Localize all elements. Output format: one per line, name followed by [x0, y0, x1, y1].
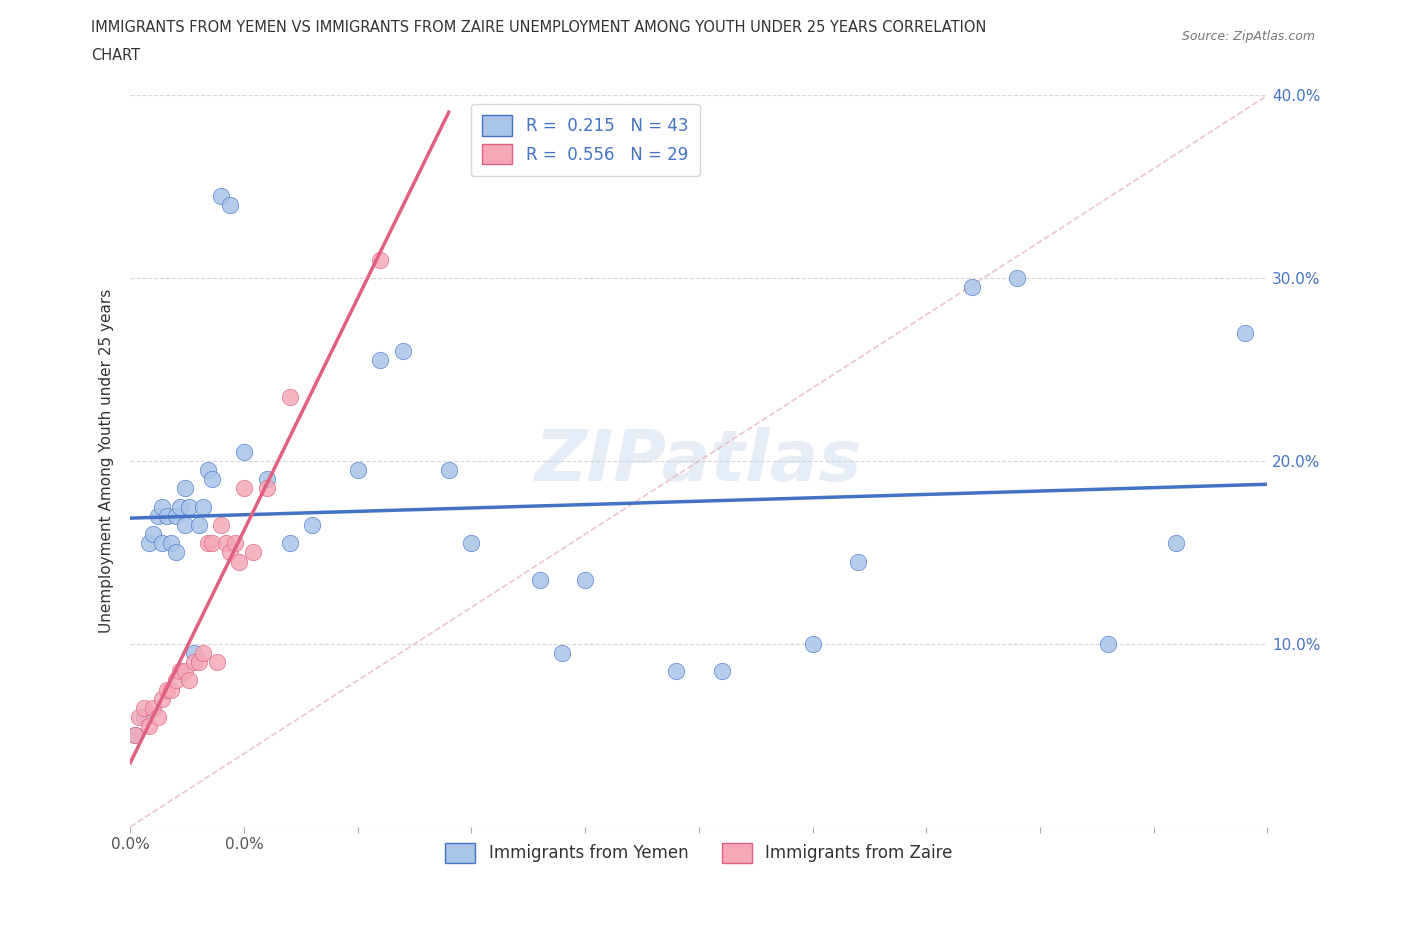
Point — [801, 636, 824, 651]
Point — [201, 472, 224, 486]
Text: Source: ZipAtlas.com: Source: ZipAtlas.com — [1181, 30, 1315, 43]
Point — [160, 682, 183, 697]
Point — [197, 536, 219, 551]
Point — [846, 554, 869, 569]
Point — [128, 710, 150, 724]
Point — [960, 280, 983, 295]
Point — [174, 664, 197, 679]
Legend: Immigrants from Yemen, Immigrants from Zaire: Immigrants from Yemen, Immigrants from Z… — [439, 836, 959, 870]
Point — [150, 499, 173, 514]
Point — [174, 518, 197, 533]
Point — [710, 664, 733, 679]
Point — [197, 463, 219, 478]
Point — [209, 518, 232, 533]
Point — [256, 472, 278, 486]
Point — [165, 545, 187, 560]
Point — [460, 536, 482, 551]
Point — [156, 509, 179, 524]
Point — [132, 710, 155, 724]
Point — [256, 481, 278, 496]
Point — [183, 645, 205, 660]
Point — [228, 554, 250, 569]
Point — [160, 536, 183, 551]
Point — [150, 536, 173, 551]
Text: IMMIGRANTS FROM YEMEN VS IMMIGRANTS FROM ZAIRE UNEMPLOYMENT AMONG YOUTH UNDER 25: IMMIGRANTS FROM YEMEN VS IMMIGRANTS FROM… — [91, 20, 987, 35]
Point — [278, 390, 301, 405]
Point — [392, 344, 415, 359]
Point — [169, 664, 191, 679]
Point — [278, 536, 301, 551]
Point — [179, 673, 201, 688]
Text: ZIPatlas: ZIPatlas — [536, 427, 862, 496]
Point — [529, 573, 551, 588]
Point — [142, 526, 165, 541]
Point — [370, 253, 392, 268]
Point — [665, 664, 688, 679]
Point — [138, 536, 160, 551]
Point — [169, 499, 191, 514]
Point — [1166, 536, 1188, 551]
Point — [179, 499, 201, 514]
Point — [370, 353, 392, 368]
Point — [209, 189, 232, 204]
Point — [156, 682, 179, 697]
Point — [219, 198, 242, 213]
Point — [174, 481, 197, 496]
Point — [124, 728, 146, 743]
Point — [132, 700, 155, 715]
Point — [574, 573, 596, 588]
Point — [215, 536, 238, 551]
Point — [124, 728, 146, 743]
Point — [233, 445, 256, 459]
Point — [346, 463, 368, 478]
Point — [191, 499, 214, 514]
Point — [146, 509, 169, 524]
Point — [146, 710, 169, 724]
Point — [142, 700, 165, 715]
Point — [242, 545, 264, 560]
Point — [205, 655, 228, 670]
Y-axis label: Unemployment Among Youth under 25 years: Unemployment Among Youth under 25 years — [100, 289, 114, 633]
Point — [233, 481, 256, 496]
Point — [150, 691, 173, 706]
Point — [187, 518, 209, 533]
Point — [1097, 636, 1119, 651]
Point — [1005, 271, 1028, 286]
Point — [201, 536, 224, 551]
Point — [224, 536, 246, 551]
Point — [219, 545, 242, 560]
Text: CHART: CHART — [91, 48, 141, 63]
Point — [165, 509, 187, 524]
Point — [165, 673, 187, 688]
Point — [551, 645, 574, 660]
Point — [437, 463, 460, 478]
Point — [301, 518, 323, 533]
Point — [1233, 326, 1256, 340]
Point — [183, 655, 205, 670]
Point — [187, 655, 209, 670]
Point — [191, 645, 214, 660]
Point — [138, 719, 160, 734]
